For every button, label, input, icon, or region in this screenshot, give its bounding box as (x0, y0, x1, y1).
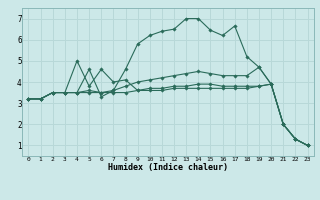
X-axis label: Humidex (Indice chaleur): Humidex (Indice chaleur) (108, 163, 228, 172)
